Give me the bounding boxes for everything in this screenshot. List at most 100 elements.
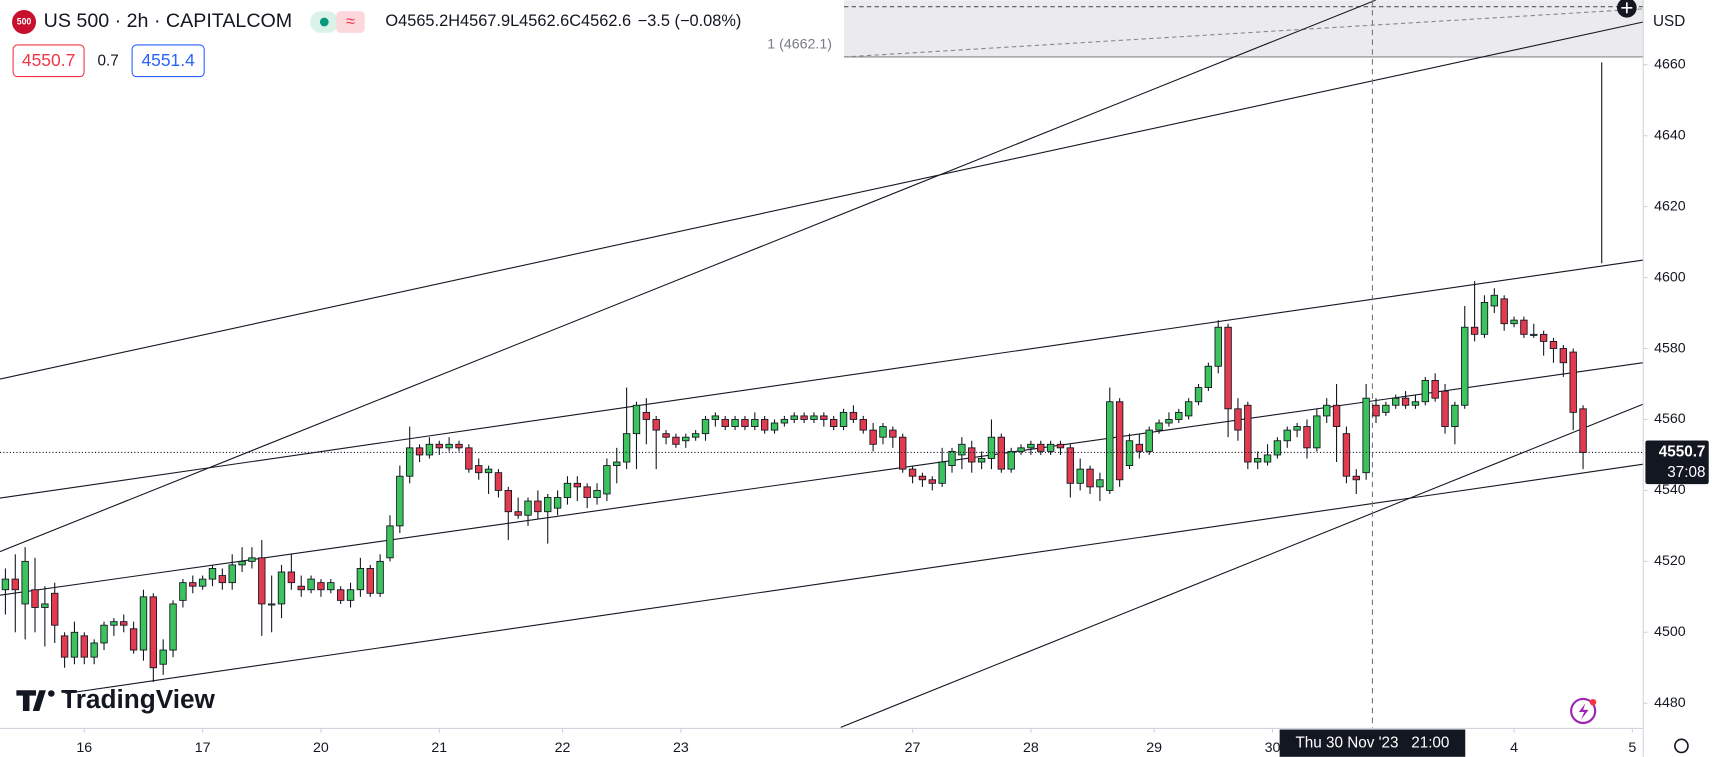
- candle-body: [1037, 443, 1045, 452]
- x-tick-label: 27: [905, 740, 921, 756]
- candle-body: [1362, 397, 1370, 474]
- candle-body: [1530, 333, 1538, 336]
- candle-body: [1017, 447, 1025, 452]
- badge-text: 500: [17, 16, 32, 26]
- alert-icon[interactable]: [1570, 697, 1597, 725]
- candle-body: [1431, 380, 1439, 399]
- trend-line: [0, 21, 1644, 380]
- x-tick-label: 22: [555, 740, 571, 756]
- candle-body: [899, 436, 907, 470]
- candle-body: [287, 571, 296, 584]
- watermark: TradingView: [61, 684, 215, 714]
- y-tick-label: 4480: [1654, 695, 1686, 711]
- candle-body: [1401, 397, 1410, 406]
- trend-line: [0, 0, 1376, 553]
- candle-body: [958, 443, 966, 456]
- x-tick-label: 5: [1628, 740, 1636, 756]
- y-tick-label: 4560: [1654, 411, 1686, 427]
- candle-body: [1411, 401, 1420, 406]
- candle-body: [1559, 348, 1568, 364]
- candle-body: [573, 482, 582, 488]
- candle-body: [149, 596, 158, 669]
- ohlc-value: 4567.9: [460, 12, 510, 30]
- alert-dot: [1589, 698, 1597, 706]
- candle-body: [110, 621, 118, 626]
- candle-body: [1500, 298, 1508, 325]
- candle-body: [1520, 319, 1528, 335]
- candle-body: [1382, 404, 1390, 413]
- candle-body: [918, 475, 927, 481]
- measure-label: 1 (4662.1): [767, 37, 832, 53]
- candle-body: [1480, 301, 1489, 335]
- candle-body: [908, 468, 917, 477]
- trend-line: [0, 362, 1644, 596]
- candle-body: [1539, 333, 1548, 342]
- candle-body: [632, 404, 641, 435]
- candle-body: [41, 603, 49, 608]
- candle-body: [1076, 468, 1084, 484]
- candle-body: [613, 461, 621, 467]
- candle-body: [1293, 426, 1301, 431]
- candle-body: [159, 649, 167, 665]
- y-tick-label: 4500: [1654, 624, 1686, 640]
- x-tick-label: 30: [1265, 740, 1281, 756]
- y-tick-label: 4520: [1654, 553, 1686, 569]
- buy-price[interactable]: 4551.4: [141, 50, 195, 70]
- candle-body: [1421, 380, 1429, 403]
- candle-body: [238, 560, 246, 566]
- candle-body: [198, 578, 207, 587]
- candle-body: [987, 436, 996, 459]
- candle-body: [514, 511, 522, 516]
- sell-button[interactable]: [12, 44, 85, 78]
- candle-body: [406, 447, 414, 477]
- candle-body: [11, 578, 19, 591]
- add-icon: [1621, 2, 1633, 14]
- measure-line: [843, 8, 1644, 58]
- candle-body: [1165, 419, 1173, 424]
- candle-body: [672, 436, 680, 445]
- candle-body: [682, 436, 690, 442]
- candle-body: [376, 560, 384, 594]
- candle-body: [366, 568, 374, 594]
- candle-body: [356, 568, 365, 591]
- candle-body: [977, 458, 986, 463]
- candle-body: [1096, 479, 1104, 488]
- candle-body: [1204, 365, 1213, 388]
- currency[interactable]: USD: [1653, 13, 1685, 30]
- candle-body: [1244, 404, 1252, 463]
- candle-body: [1569, 351, 1577, 413]
- candle-body: [218, 575, 227, 584]
- candle-body: [386, 525, 394, 559]
- ohlc-value: 4565.2: [398, 12, 448, 30]
- candle-body: [1372, 404, 1380, 417]
- candle-body: [1184, 401, 1193, 417]
- candle-body: [31, 589, 39, 608]
- alert-icon: [1578, 703, 1589, 720]
- candle-body: [524, 500, 532, 516]
- candle-body: [968, 447, 976, 463]
- settings-icon[interactable]: [1674, 738, 1689, 754]
- candle-body: [593, 489, 601, 498]
- buy-button[interactable]: [131, 44, 205, 78]
- candle-body: [1125, 440, 1134, 467]
- candle-body: [179, 582, 187, 601]
- symbol-badge: [12, 10, 37, 35]
- y-tick-label: 4620: [1654, 198, 1686, 214]
- candle-body: [228, 564, 236, 584]
- x-tick-label: 20: [313, 740, 329, 756]
- candle-body: [928, 479, 936, 484]
- candle-body: [1303, 426, 1311, 449]
- candle-body: [258, 557, 266, 605]
- candle-body: [494, 472, 503, 491]
- status-pill: [336, 11, 365, 33]
- logo: TradingView: [16, 684, 216, 714]
- candle-body: [475, 465, 483, 474]
- ohlc-key: C: [569, 12, 581, 30]
- x-tick-label: 21: [431, 740, 447, 756]
- sell-price[interactable]: 4550.7: [22, 50, 75, 70]
- ohlc-value: −3.5 (−0.08%): [638, 12, 742, 30]
- candle-body: [642, 411, 651, 420]
- logo-mark: [16, 690, 46, 711]
